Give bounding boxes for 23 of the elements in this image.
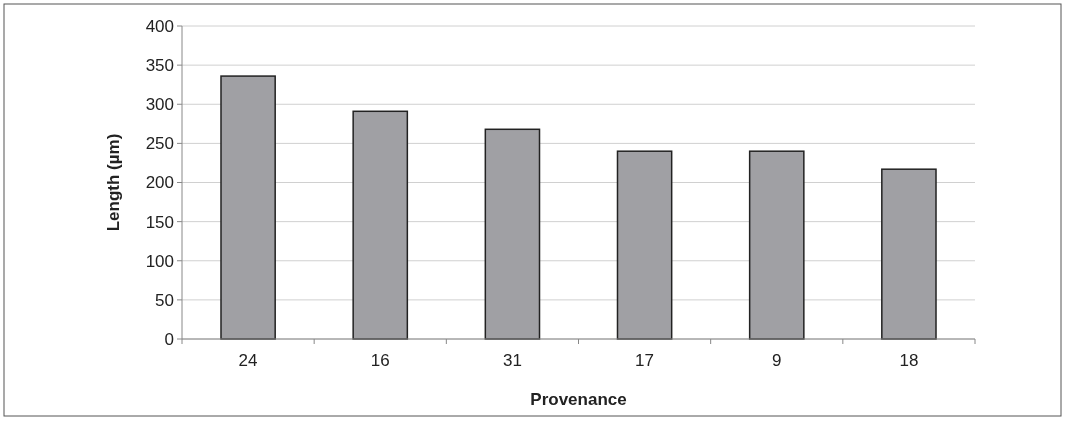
y-tick-label: 200 — [145, 173, 174, 193]
y-tick-label: 150 — [145, 212, 174, 232]
bar — [881, 168, 937, 340]
x-tick-label: 9 — [772, 351, 782, 370]
y-tick-label: 250 — [145, 134, 174, 154]
bar — [220, 75, 276, 340]
bar — [484, 128, 541, 340]
bar — [352, 110, 409, 340]
y-tick-label: 400 — [145, 16, 174, 36]
x-tick-label: 16 — [370, 351, 390, 370]
x-axis-title: Provenance — [530, 390, 627, 409]
y-tick-label: 350 — [145, 56, 174, 76]
y-tick-label: 50 — [155, 290, 174, 310]
bar — [748, 150, 805, 340]
y-tick-label: 0 — [164, 329, 174, 349]
y-tick-label: 300 — [145, 95, 174, 115]
x-tick-label: 17 — [635, 351, 655, 370]
y-tick-label: 100 — [145, 251, 174, 271]
x-tick-label: 24 — [238, 351, 258, 370]
x-tick-label: 31 — [502, 351, 522, 370]
bar — [616, 150, 673, 340]
y-axis-title: Length (µm) — [104, 133, 123, 232]
x-tick-label: 18 — [899, 351, 919, 370]
